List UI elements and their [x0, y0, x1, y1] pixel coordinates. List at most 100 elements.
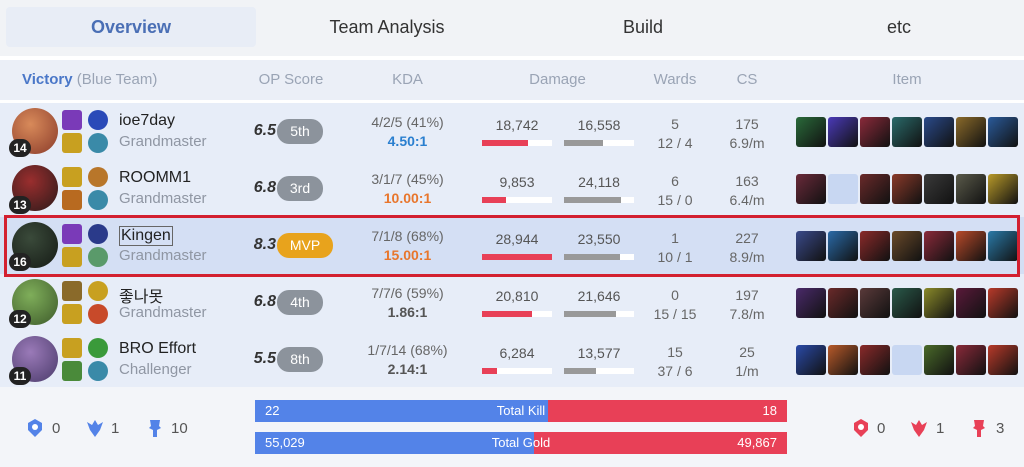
table-header: Victory (Blue Team) OP Score KDA Damage …: [0, 60, 1024, 100]
item-icon[interactable]: [924, 231, 954, 261]
cs-total: 227: [735, 230, 759, 246]
control-wards: 0: [671, 287, 679, 303]
tab-build[interactable]: Build: [622, 17, 664, 37]
summoner-spell-icon[interactable]: [62, 190, 82, 210]
summoner-spell-icon[interactable]: [62, 110, 82, 130]
player-row[interactable]: 16 Kingen Grandmaster 8.3 MVP 7/1/8 (68%) 15.0…: [0, 217, 1024, 274]
op-rank-badge: 4th: [277, 290, 323, 315]
player-row[interactable]: 11 BRO Effort Challenger 5.5 8th 1/7/14 (68%)…: [0, 331, 1024, 388]
item-icon[interactable]: [860, 231, 890, 261]
item-icon[interactable]: [860, 345, 890, 375]
control-wards: 6: [671, 173, 679, 189]
summoner-name[interactable]: ROOMM1: [119, 169, 191, 186]
item-icon[interactable]: [924, 117, 954, 147]
item-icon[interactable]: [892, 117, 922, 147]
damage-dealt-bar: [482, 254, 552, 260]
player-row[interactable]: 13 ROOMM1 Grandmaster 6.8 3rd 3/1/7 (45%) 10.0…: [0, 160, 1024, 217]
item-icon[interactable]: [956, 288, 986, 318]
damage-taken: 13,577: [577, 345, 621, 361]
secondary-rune-icon[interactable]: [88, 361, 108, 381]
item-icon[interactable]: [828, 345, 858, 375]
item-icon[interactable]: [892, 231, 922, 261]
item-icon[interactable]: [860, 117, 890, 147]
dragon-icon: [911, 420, 927, 437]
primary-rune-icon[interactable]: [88, 338, 108, 358]
item-icon[interactable]: [956, 117, 986, 147]
blue-kill-fill: [255, 400, 548, 422]
cs-per-minute: 1/m: [735, 363, 759, 379]
red-tower-count: 3: [996, 420, 1005, 437]
tower-icon: [973, 420, 985, 437]
secondary-rune-icon[interactable]: [88, 133, 108, 153]
item-icon[interactable]: [924, 174, 954, 204]
item-icon[interactable]: [828, 231, 858, 261]
summoner-name[interactable]: 좋나못: [119, 289, 164, 306]
item-icon[interactable]: [828, 117, 858, 147]
cs-per-minute: 8.9/m: [729, 249, 765, 265]
item-icon[interactable]: [796, 345, 826, 375]
player-row[interactable]: 14 ioe7day Grandmaster 6.5 5th 4/2/5 (41%) 4.5…: [0, 103, 1024, 160]
summoner-name[interactable]: Kingen: [119, 226, 173, 246]
blue-gold-fill: [255, 432, 534, 454]
primary-rune-icon[interactable]: [88, 281, 108, 301]
tab-overview[interactable]: Overview: [6, 7, 256, 47]
item-icon[interactable]: [924, 345, 954, 375]
secondary-rune-icon[interactable]: [88, 304, 108, 324]
item-icon[interactable]: [892, 174, 922, 204]
summoner-spell-icon[interactable]: [62, 247, 82, 267]
item-icon[interactable]: [988, 117, 1018, 147]
damage-taken-bar: [564, 140, 634, 146]
item-icon[interactable]: [796, 288, 826, 318]
summoner-spell-icon[interactable]: [62, 281, 82, 301]
kda-stats: 3/1/7 (45%): [371, 171, 444, 187]
summoner-tier: Grandmaster: [119, 304, 207, 321]
item-icon[interactable]: [796, 231, 826, 261]
summoner-spell-icon[interactable]: [62, 224, 82, 244]
cs-per-minute: 6.4/m: [729, 192, 765, 208]
op-score: 6.8: [253, 293, 276, 310]
item-icon[interactable]: [956, 174, 986, 204]
summoner-spell-icon[interactable]: [62, 167, 82, 187]
item-header: Item: [892, 71, 922, 88]
item-icon[interactable]: [956, 345, 986, 375]
item-icon[interactable]: [988, 231, 1018, 261]
summoner-spell-icon[interactable]: [62, 338, 82, 358]
damage-taken: 23,550: [577, 231, 621, 247]
summoner-name[interactable]: BRO Effort: [119, 340, 197, 357]
item-icon[interactable]: [956, 231, 986, 261]
damage-dealt-bar: [482, 311, 552, 317]
secondary-rune-icon[interactable]: [88, 190, 108, 210]
primary-rune-icon[interactable]: [88, 224, 108, 244]
champion-level: 14: [9, 139, 31, 157]
summoner-spell-icon[interactable]: [62, 361, 82, 381]
control-wards: 5: [671, 116, 679, 132]
wards-placed-killed: 12 / 4: [657, 135, 693, 151]
secondary-rune-icon[interactable]: [88, 247, 108, 267]
baron-icon: [28, 419, 42, 437]
summoner-spell-icon[interactable]: [62, 304, 82, 324]
item-icon[interactable]: [924, 288, 954, 318]
tab-team-analysis[interactable]: Team Analysis: [329, 17, 445, 37]
summoner-name[interactable]: ioe7day: [119, 112, 176, 129]
damage-dealt: 9,853: [499, 174, 535, 190]
item-icon[interactable]: [860, 174, 890, 204]
item-icon[interactable]: [860, 288, 890, 318]
summoner-spell-icon[interactable]: [62, 133, 82, 153]
baron-icon: [854, 419, 868, 437]
item-icon[interactable]: [988, 174, 1018, 204]
item-icon[interactable]: [828, 288, 858, 318]
kda-stats: 7/1/8 (68%): [371, 228, 444, 244]
item-icon[interactable]: [988, 345, 1018, 375]
kda-ratio: 15.00:1: [383, 247, 432, 263]
item-icon[interactable]: [988, 288, 1018, 318]
control-wards: 15: [667, 344, 683, 360]
primary-rune-icon[interactable]: [88, 110, 108, 130]
item-icon[interactable]: [796, 174, 826, 204]
primary-rune-icon[interactable]: [88, 167, 108, 187]
item-icon[interactable]: [892, 288, 922, 318]
op-score-header: OP Score: [258, 71, 324, 88]
player-row[interactable]: 12 좋나못 Grandmaster 6.8 4th 7/7/6 (59%) 1.86:1 2…: [0, 274, 1024, 331]
item-icon[interactable]: [796, 117, 826, 147]
wards-placed-killed: 10 / 1: [657, 249, 693, 265]
tab-etc[interactable]: etc: [886, 17, 911, 37]
